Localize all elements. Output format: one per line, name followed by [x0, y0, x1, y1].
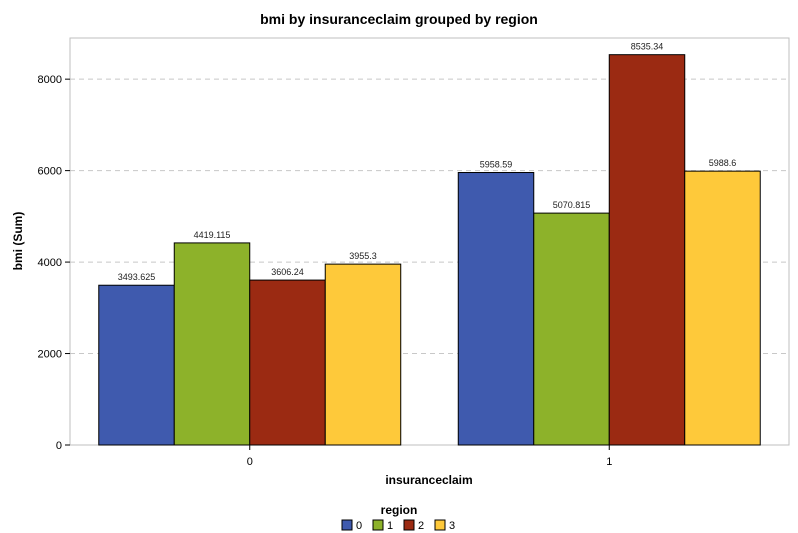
bar	[457, 172, 535, 446]
x-axis-label: insuranceclaim	[385, 473, 472, 487]
bar	[173, 242, 251, 446]
legend-swatch	[341, 519, 353, 531]
data-label: 5958.59	[480, 160, 513, 170]
data-label: 5988.6	[709, 158, 737, 168]
bar	[249, 279, 326, 446]
legend-swatch	[403, 519, 415, 531]
y-tick-label: 4000	[38, 257, 62, 269]
data-label: 8535.34	[631, 42, 664, 52]
data-label: 3493.625	[118, 272, 156, 282]
legend-label: 0	[356, 520, 362, 532]
data-label: 3606.24	[271, 267, 304, 277]
y-tick-label: 2000	[38, 349, 62, 361]
bar	[608, 54, 686, 446]
legend-label: 1	[387, 520, 393, 532]
bar	[324, 263, 402, 446]
y-tick-label: 8000	[38, 74, 62, 86]
data-label: 3955.3	[349, 251, 377, 261]
legend-label: 2	[418, 520, 424, 532]
bar	[98, 284, 175, 446]
bar	[684, 170, 761, 446]
chart-title: bmi by insuranceclaim grouped by region	[260, 11, 538, 27]
y-tick-label: 0	[56, 440, 62, 452]
plot-area	[69, 37, 790, 446]
y-axis-label: bmi (Sum)	[11, 212, 25, 271]
legend-swatch	[434, 519, 446, 531]
data-label: 4419.115	[194, 230, 231, 240]
data-label: 5070.815	[553, 200, 591, 210]
bar	[533, 212, 610, 446]
y-tick-label: 6000	[38, 166, 62, 178]
legend-swatch	[372, 519, 384, 531]
x-tick-label: 1	[606, 456, 612, 468]
legend-title: region	[381, 503, 418, 517]
legend-label: 3	[449, 520, 455, 532]
legend: 0 1 2 3	[341, 519, 455, 532]
x-tick-label: 0	[247, 456, 253, 468]
